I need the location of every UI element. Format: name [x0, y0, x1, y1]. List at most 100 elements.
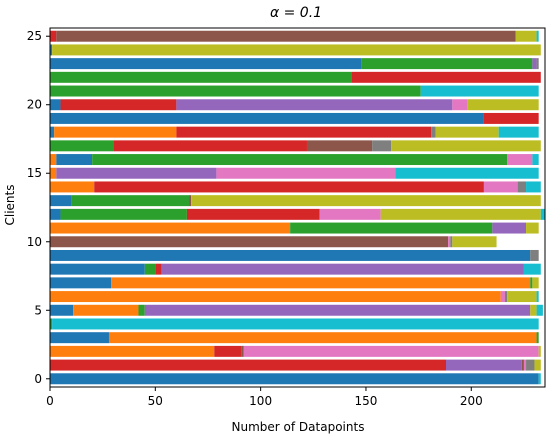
- bar-client-2-segment-1: [214, 345, 242, 357]
- bars-group: [50, 30, 545, 385]
- bar-client-24-segment-1: [52, 44, 541, 56]
- bar-client-10-segment-3: [452, 236, 497, 248]
- bar-client-10-segment-0: [50, 236, 449, 248]
- bar-client-6-segment-3: [507, 291, 537, 303]
- bar-client-12-segment-5: [540, 208, 545, 220]
- bar-client-1-segment-3: [523, 359, 527, 371]
- x-axis-label: Number of Datapoints: [232, 420, 365, 434]
- bar-client-5-segment-0: [50, 304, 74, 316]
- bar-client-8-segment-3: [161, 263, 524, 275]
- bar-client-22-segment-1: [351, 71, 541, 83]
- bar-client-14-segment-4: [526, 181, 541, 193]
- bar-client-18-segment-0: [50, 126, 55, 138]
- bar-client-25-segment-0: [50, 30, 57, 42]
- bar-client-15-segment-0: [50, 167, 57, 179]
- bar-client-12-segment-4: [380, 208, 541, 220]
- bar-client-15-segment-3: [395, 167, 539, 179]
- bar-client-21-segment-1: [420, 85, 539, 97]
- bar-client-25-segment-1: [56, 30, 516, 42]
- bar-client-1-segment-5: [534, 359, 541, 371]
- x-tick-label-200: 200: [460, 394, 483, 408]
- bar-client-1-segment-2: [521, 359, 524, 371]
- bar-client-21-segment-0: [50, 85, 421, 97]
- plot-frame: [49, 27, 546, 388]
- bar-client-13-segment-2: [189, 195, 192, 207]
- bar-client-6-segment-1: [500, 291, 505, 303]
- bar-client-18-segment-5: [498, 126, 539, 138]
- bar-client-20-segment-4: [467, 99, 539, 111]
- bar-client-1-segment-1: [446, 359, 522, 371]
- bar-client-6-segment-0: [50, 291, 501, 303]
- bar-client-17-segment-4: [391, 140, 541, 152]
- chart-title: α = 0.1: [270, 5, 322, 21]
- bar-client-5-segment-4: [530, 304, 537, 316]
- bar-client-14-segment-1: [94, 181, 484, 193]
- bar-client-19-segment-1: [483, 112, 539, 124]
- bar-client-25-segment-3: [536, 30, 539, 42]
- bar-client-16-segment-2: [92, 154, 508, 166]
- bar-client-4-segment-0: [50, 318, 53, 330]
- bar-client-17-segment-1: [113, 140, 307, 152]
- bar-client-11-segment-3: [526, 222, 539, 234]
- y-axis-label: Clients: [3, 185, 17, 226]
- bar-client-17-segment-3: [372, 140, 392, 152]
- y-tick-label-10: 10: [27, 235, 42, 249]
- bar-client-18-segment-1: [54, 126, 177, 138]
- bar-client-25-segment-2: [515, 30, 537, 42]
- x-tick-label-0: 0: [46, 394, 54, 408]
- bar-client-22-segment-0: [50, 71, 352, 83]
- bar-client-5-segment-1: [73, 304, 139, 316]
- bar-client-13-segment-0: [50, 195, 72, 207]
- bar-client-2-segment-2: [241, 345, 244, 357]
- bar-client-5-segment-2: [138, 304, 145, 316]
- bar-client-9-segment-0: [50, 249, 531, 261]
- bar-client-23-segment-0: [50, 58, 362, 70]
- bar-client-18-segment-2: [176, 126, 432, 138]
- y-tick-label-0: 0: [34, 372, 42, 386]
- bar-client-2-segment-0: [50, 345, 215, 357]
- y-tick-label-20: 20: [27, 98, 42, 112]
- bar-client-20-segment-0: [50, 99, 61, 111]
- x-axis: 0 50 100 150 200: [46, 387, 483, 408]
- bar-client-5-segment-3: [144, 304, 531, 316]
- bar-client-12-segment-3: [319, 208, 381, 220]
- bar-client-8-segment-4: [523, 263, 541, 275]
- bar-client-13-segment-1: [71, 195, 190, 207]
- bar-client-23-segment-3: [536, 58, 539, 70]
- bar-client-7-segment-2: [530, 277, 533, 289]
- bar-client-7-segment-3: [532, 277, 539, 289]
- bar-client-8-segment-1: [144, 263, 156, 275]
- x-tick-label-100: 100: [249, 394, 272, 408]
- bar-client-18-segment-4: [435, 126, 499, 138]
- bar-client-6-segment-4: [536, 291, 539, 303]
- bar-client-1-segment-0: [50, 359, 446, 371]
- bar-client-10-segment-1: [448, 236, 451, 248]
- bar-client-8-segment-2: [155, 263, 162, 275]
- bar-client-16-segment-0: [50, 154, 57, 166]
- bar-client-2-segment-3: [243, 345, 539, 357]
- bar-client-12-segment-1: [60, 208, 187, 220]
- bar-client-11-segment-1: [290, 222, 493, 234]
- bar-client-16-segment-4: [532, 154, 539, 166]
- bar-client-16-segment-3: [507, 154, 533, 166]
- bar-client-6-segment-2: [504, 291, 508, 303]
- y-tick-label-5: 5: [34, 303, 42, 317]
- bar-client-24-segment-0: [50, 44, 53, 56]
- bar-client-12-segment-2: [186, 208, 320, 220]
- bar-client-0-segment-0: [50, 373, 539, 385]
- y-tick-label-25: 25: [27, 29, 42, 43]
- bar-client-23-segment-2: [532, 58, 537, 70]
- x-tick-label-150: 150: [355, 394, 378, 408]
- bar-client-14-segment-3: [517, 181, 527, 193]
- bar-client-8-segment-0: [50, 263, 145, 275]
- bar-client-16-segment-1: [56, 154, 93, 166]
- bar-client-19-segment-0: [50, 112, 484, 124]
- x-tick-label-50: 50: [148, 394, 163, 408]
- y-tick-label-15: 15: [27, 166, 42, 180]
- bar-client-3-segment-2: [536, 332, 539, 344]
- bar-client-18-segment-3: [431, 126, 436, 138]
- bar-client-20-segment-1: [60, 99, 177, 111]
- bar-client-3-segment-0: [50, 332, 109, 344]
- bar-client-14-segment-2: [483, 181, 518, 193]
